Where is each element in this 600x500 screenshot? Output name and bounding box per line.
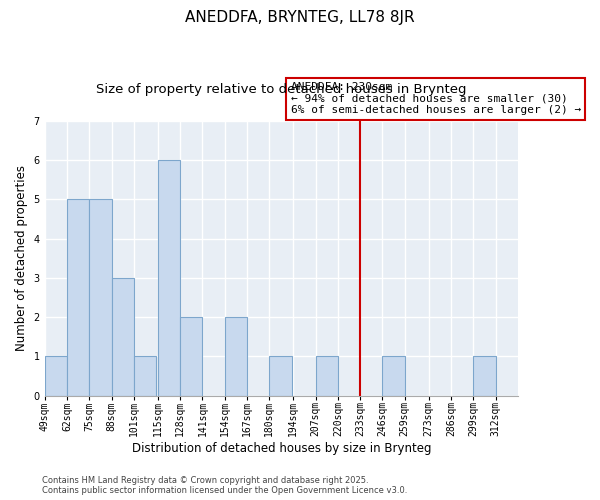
Title: Size of property relative to detached houses in Brynteg: Size of property relative to detached ho…: [96, 83, 467, 96]
Bar: [473, 356, 496, 396]
Y-axis label: Number of detached properties: Number of detached properties: [15, 166, 28, 352]
X-axis label: Distribution of detached houses by size in Brynteg: Distribution of detached houses by size …: [131, 442, 431, 455]
Bar: [225, 317, 247, 396]
Bar: [112, 278, 134, 396]
Bar: [180, 317, 202, 396]
Text: ANEDDFA, BRYNTEG, LL78 8JR: ANEDDFA, BRYNTEG, LL78 8JR: [185, 10, 415, 25]
Bar: [89, 200, 112, 396]
Bar: [134, 356, 156, 396]
Text: ANEDDFA: 230sqm
← 94% of detached houses are smaller (30)
6% of semi-detached ho: ANEDDFA: 230sqm ← 94% of detached houses…: [291, 82, 581, 116]
Bar: [44, 356, 67, 396]
Bar: [269, 356, 292, 396]
Bar: [316, 356, 338, 396]
Bar: [382, 356, 405, 396]
Bar: [158, 160, 180, 396]
Text: Contains HM Land Registry data © Crown copyright and database right 2025.
Contai: Contains HM Land Registry data © Crown c…: [42, 476, 407, 495]
Bar: [67, 200, 89, 396]
